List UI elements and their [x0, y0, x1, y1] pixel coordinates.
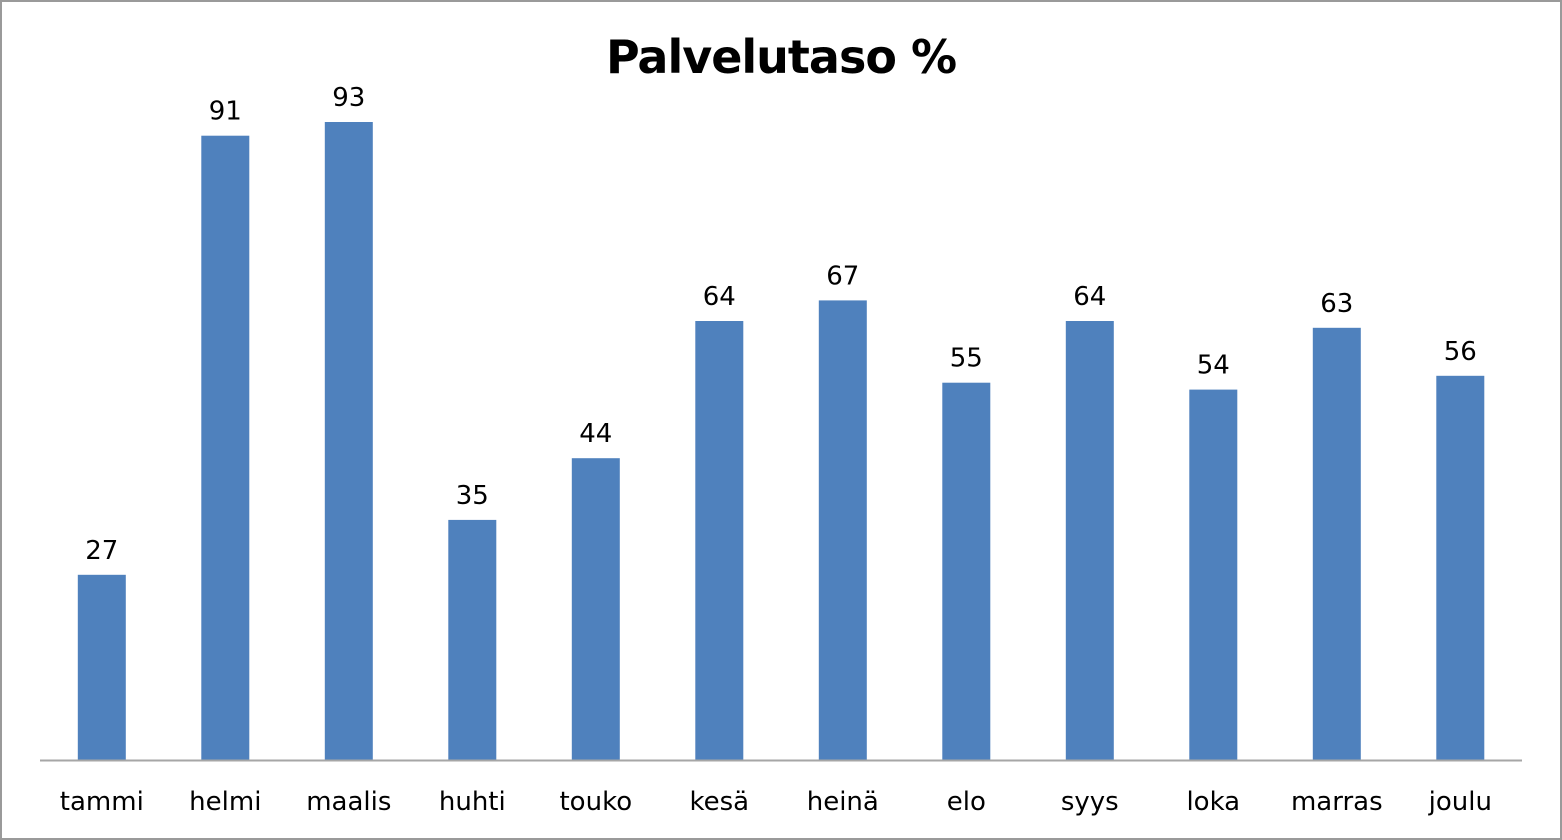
- bar-tammi: [77, 574, 126, 760]
- data-label-maalis: 93: [332, 83, 365, 113]
- data-label-kesä: 64: [703, 282, 736, 312]
- bar-maalis: [324, 122, 373, 760]
- bar-loka: [1189, 389, 1238, 760]
- data-label-tammi: 27: [85, 536, 118, 566]
- bar-huhti: [448, 519, 497, 760]
- x-tick-label-touko: touko: [559, 787, 632, 817]
- bar-syys: [1065, 321, 1114, 760]
- data-label-syys: 64: [1073, 282, 1106, 312]
- x-tick-label-loka: loka: [1186, 787, 1240, 817]
- data-labels-group: 27 91 93 35 44 64 67 55 64 54 63 56: [85, 83, 1477, 566]
- bar-touko: [571, 458, 620, 760]
- data-label-elo: 55: [950, 344, 983, 374]
- data-label-helmi: 91: [209, 97, 242, 127]
- bar-kesä: [695, 321, 744, 760]
- x-tick-label-syys: syys: [1061, 787, 1119, 817]
- x-tick-label-helmi: helmi: [189, 787, 261, 817]
- data-label-huhti: 35: [456, 481, 489, 511]
- x-axis-tick-labels: tammi helmi maalis huhti touko kesä heinä elo sy…: [60, 787, 1492, 817]
- x-tick-label-huhti: huhti: [439, 787, 506, 817]
- bar-joulu: [1436, 375, 1485, 760]
- data-label-joulu: 56: [1444, 337, 1477, 367]
- x-tick-label-joulu: joulu: [1428, 787, 1492, 817]
- bar-marras: [1312, 327, 1361, 760]
- x-tick-label-maalis: maalis: [306, 787, 391, 817]
- x-tick-label-kesä: kesä: [689, 787, 749, 817]
- data-label-touko: 44: [579, 419, 612, 449]
- x-tick-label-marras: marras: [1291, 787, 1383, 817]
- x-tick-label-elo: elo: [947, 787, 986, 817]
- data-label-marras: 63: [1320, 289, 1353, 319]
- bar-elo: [942, 382, 991, 760]
- data-label-loka: 54: [1197, 351, 1230, 381]
- bars-group: [77, 122, 1485, 760]
- bar-helmi: [201, 135, 250, 760]
- bar-heinä: [818, 300, 867, 760]
- x-tick-label-tammi: tammi: [60, 787, 144, 817]
- chart-title: Palvelutaso %: [605, 30, 957, 84]
- data-label-heinä: 67: [826, 261, 859, 291]
- x-tick-label-heinä: heinä: [807, 787, 879, 817]
